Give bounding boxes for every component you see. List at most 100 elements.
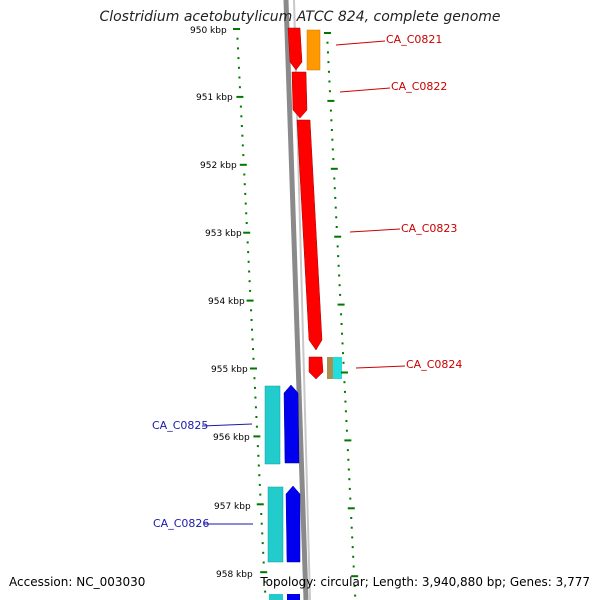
tick-mark [334, 196, 337, 199]
tick-mark [341, 342, 344, 345]
tick-label-950: 950 kbp [190, 26, 227, 36]
map-title: Clostridium acetobutylicum ATCC 824, com… [99, 9, 501, 25]
tick-mark [326, 41, 329, 44]
tick-mark [255, 416, 258, 418]
leader-ca-c0821 [335, 40, 386, 46]
tick-mark [257, 454, 260, 457]
gene-ca-c0823-arrow[interactable] [296, 119, 323, 351]
gene-ca-c0824-arrow[interactable] [308, 356, 324, 380]
leader-ca-c0823 [349, 228, 401, 233]
tick-mark [353, 584, 356, 587]
tick-marks-right [324, 32, 359, 597]
tick-mark [348, 487, 351, 490]
tick-mark [330, 167, 338, 170]
tick-mark [246, 241, 249, 244]
tick-mark [247, 260, 250, 263]
tick-mark [260, 571, 268, 574]
gene-ca-c0822-arrow[interactable] [291, 71, 308, 119]
tick-mark [326, 51, 329, 54]
tick-mark [340, 313, 343, 316]
tick-mark [346, 449, 349, 452]
tick-mark [233, 28, 240, 30]
tick-mark [264, 590, 267, 593]
tick-mark [255, 425, 258, 428]
gene-label-ca-c0821[interactable]: CA_C0821 [386, 33, 443, 46]
gene-label-ca-c0824[interactable]: CA_C0824 [406, 358, 463, 371]
tick-mark [237, 57, 240, 60]
gene-label-ca-c0826[interactable]: CA_C0826 [153, 517, 210, 530]
accession-label: Accession: NC_003030 [9, 575, 146, 589]
tick-mark [328, 90, 331, 93]
tick-mark [238, 86, 241, 89]
tick-mark [352, 555, 355, 558]
gene-label-ca-c0825[interactable]: CA_C0825 [152, 419, 209, 432]
tick-mark [239, 105, 242, 108]
gene-bottom-cyan[interactable] [269, 594, 283, 600]
leader-ca-c0825 [201, 423, 253, 427]
tick-mark [242, 154, 245, 157]
tick-mark [344, 439, 352, 442]
tick-mark [338, 284, 341, 287]
tick-label-955: 955 kbp [211, 365, 248, 375]
tick-mark [236, 95, 244, 98]
gene-bottom-blue[interactable] [287, 594, 300, 600]
tick-mark [350, 517, 353, 519]
tick-mark [354, 594, 357, 597]
tick-mark [245, 222, 248, 224]
tick-mark [327, 61, 330, 64]
gene-ca-c0826-cyan[interactable] [267, 486, 284, 563]
gene-ca-c0824-small-2[interactable] [333, 357, 342, 379]
tick-mark [345, 429, 348, 432]
tick-mark [245, 212, 248, 215]
tick-mark [336, 245, 339, 248]
tick-mark [341, 332, 344, 335]
tick-mark [261, 542, 264, 545]
tick-mark [339, 293, 342, 296]
tick-mark [338, 274, 341, 277]
tick-mark [238, 76, 241, 79]
gene-ca-c0824-small-1[interactable] [327, 357, 333, 379]
topology-label: Topology: circular; Length: 3,940,880 bp… [260, 575, 590, 589]
tick-label-958: 958 kbp [216, 570, 253, 580]
tick-mark [244, 202, 247, 205]
tick-mark [260, 513, 263, 515]
gene-ca-c0826-blue[interactable] [285, 485, 301, 563]
gene-ca-c0821-arrow[interactable] [287, 27, 303, 71]
gene-label-ca-c0822[interactable]: CA_C0822 [391, 80, 448, 93]
gene-ca-c0825-cyan[interactable] [264, 385, 281, 465]
tick-mark [345, 420, 348, 422]
tick-mark [350, 526, 353, 529]
tick-mark [327, 70, 330, 73]
tick-mark [343, 390, 346, 393]
tick-mark [335, 226, 338, 228]
tick-mark [260, 522, 263, 525]
gene-label-ca-c0823[interactable]: CA_C0823 [401, 222, 458, 235]
tick-mark [258, 483, 261, 486]
tick-mark [343, 381, 346, 384]
tick-mark [251, 328, 254, 331]
tick-mark [330, 119, 333, 122]
tick-mark [324, 32, 331, 34]
tick-mark [347, 507, 355, 510]
tick-mark [344, 400, 347, 403]
tick-mark [328, 80, 331, 83]
tick-mark [342, 352, 345, 355]
tick-mark [257, 464, 260, 467]
tick-mark [348, 478, 351, 481]
tick-mark [351, 546, 354, 549]
tick-mark [240, 115, 243, 118]
gene-ca-c0821-partner[interactable] [306, 29, 321, 71]
tick-mark [241, 134, 244, 137]
tick-mark [337, 303, 345, 306]
tick-mark [347, 468, 350, 471]
tick-mark [337, 255, 340, 258]
tick-mark [253, 386, 256, 389]
gene-ca-c0825-blue[interactable] [283, 384, 300, 464]
tick-mark [332, 158, 335, 161]
tick-mark [344, 410, 347, 413]
tick-mark [250, 309, 253, 312]
tick-mark [241, 144, 244, 147]
tick-mark [331, 148, 334, 151]
tick-mark [261, 532, 264, 535]
tick-mark [249, 367, 257, 370]
